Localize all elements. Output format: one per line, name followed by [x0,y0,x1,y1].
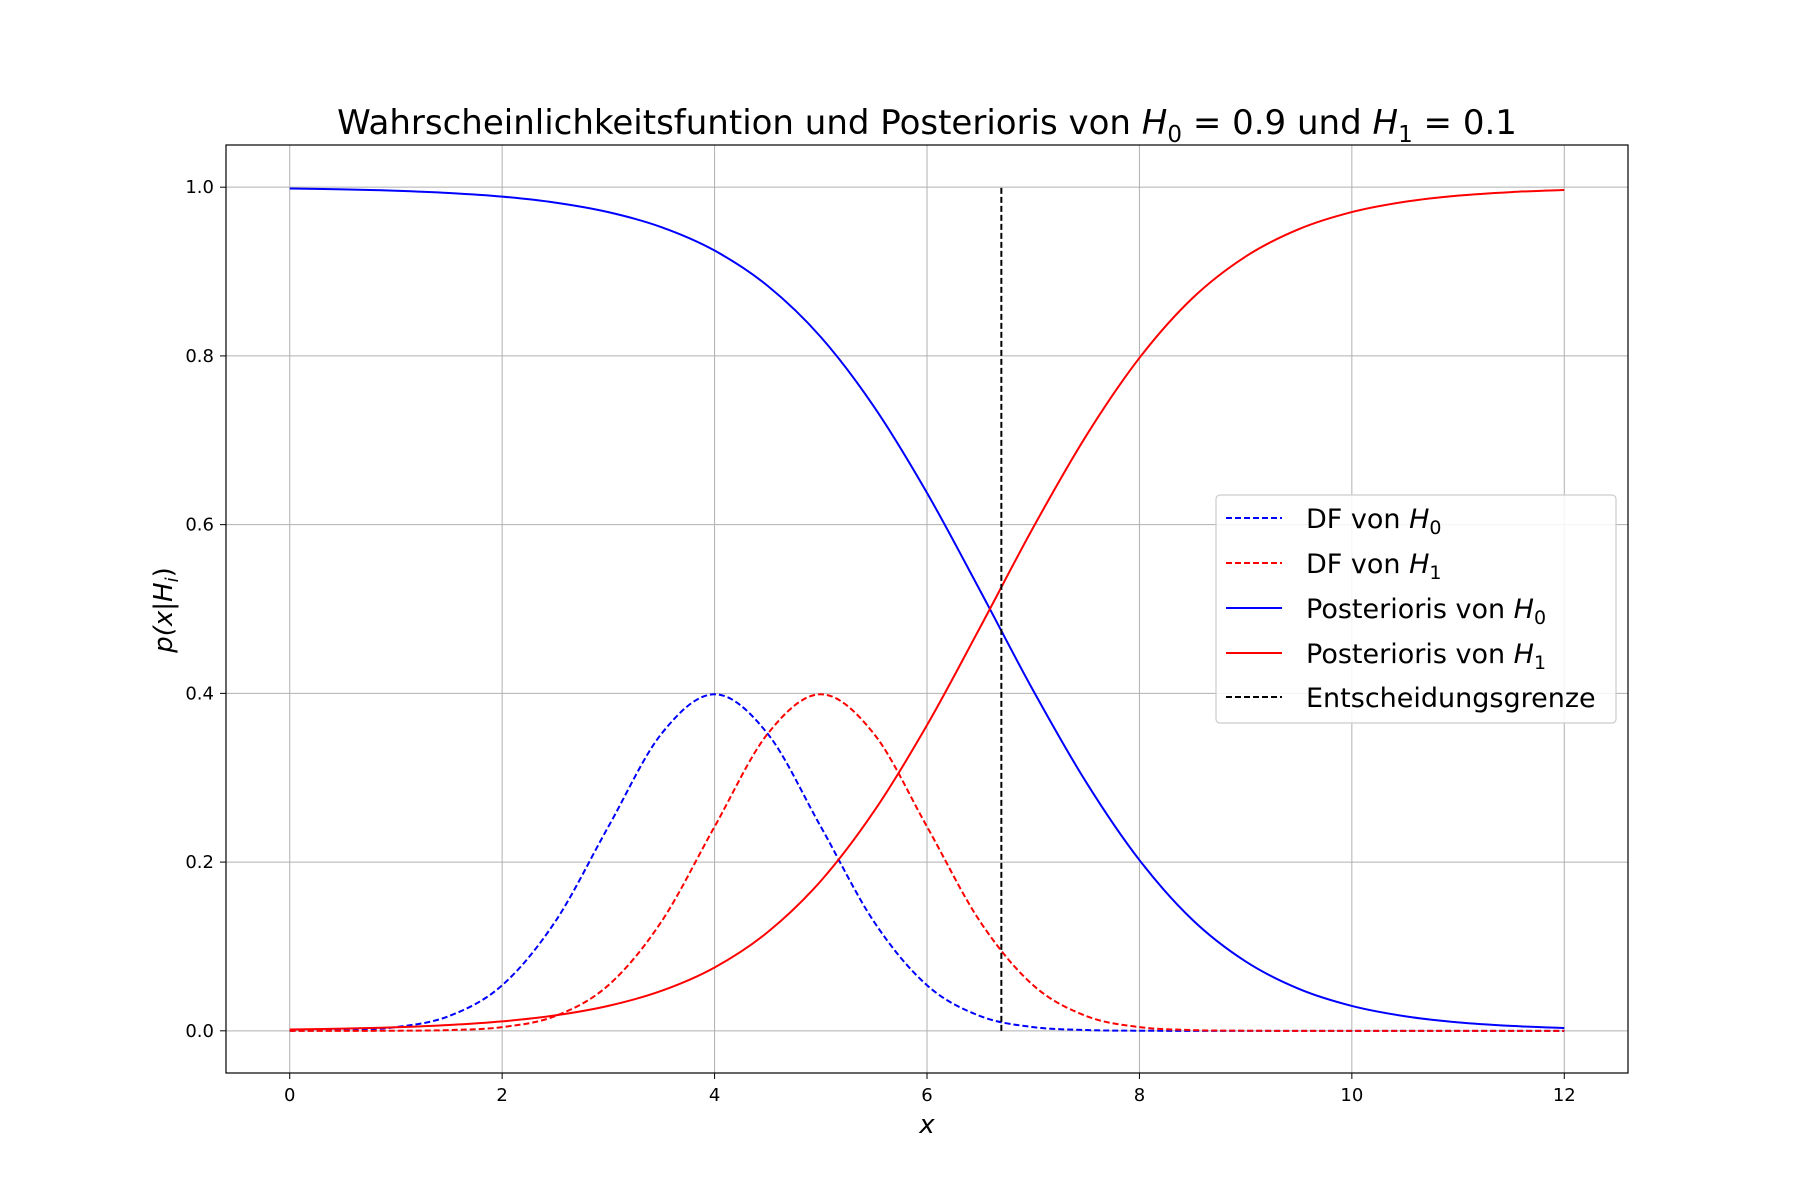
axis-ticks: 0 2 4 6 8 10 12 0.0 0.2 0.4 0.6 0.8 1.0 [185,177,1575,1106]
x-tick-label: 10 [1340,1085,1363,1106]
legend-entry-df-h1: DF von H1 [1306,549,1442,584]
x-tick-label: 2 [496,1085,507,1106]
legend-entry-posterior-h1: Posterioris von H1 [1306,639,1546,674]
legend-box [1215,494,1617,724]
x-tick-label: 6 [921,1085,932,1106]
y-tick-label: 0.6 [185,515,214,536]
x-tick-label: 0 [284,1085,295,1106]
series-df-h1-line [289,693,1565,1032]
legend-entry-df-h0: DF von H0 [1306,504,1442,539]
legend-entry-decision-boundary: Entscheidungsgrenze [1306,683,1596,714]
series-posterior-h0-line [289,187,1565,1030]
y-tick-label: 1.0 [185,177,214,198]
chart-title: Wahrscheinlichkeitsfuntion und Posterior… [337,103,1517,148]
legend: DF von H0 DF von H1 Posterioris von H0 P… [1215,494,1617,724]
x-axis-label: x [918,1110,935,1140]
y-tick-label: 0.4 [185,683,214,704]
y-tick-label: 0.0 [185,1021,214,1042]
plot-curves [289,187,1565,1032]
series-posterior-h1-line [289,188,1565,1031]
y-tick-label: 0.2 [185,852,214,873]
y-tick-label: 0.8 [185,346,214,367]
x-tick-label: 4 [709,1085,720,1106]
legend-entry-posterior-h0: Posterioris von H0 [1306,594,1546,629]
x-tick-label: 8 [1134,1085,1145,1106]
y-axis-label: p(x|Hi) [149,567,183,654]
x-tick-label: 12 [1553,1085,1576,1106]
